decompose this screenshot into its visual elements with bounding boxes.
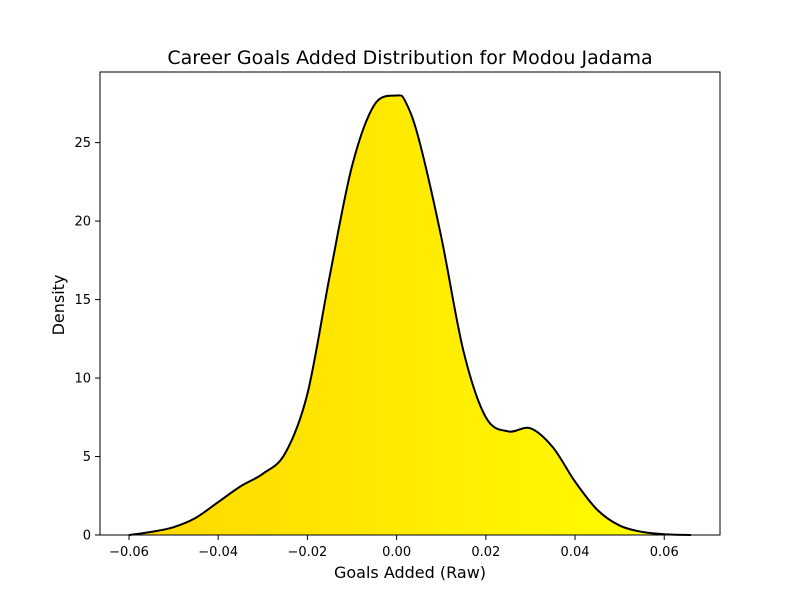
density-area-fill: [128, 95, 692, 535]
y-axis-label: Density: [49, 275, 68, 336]
plot-frame: [99, 71, 721, 536]
density-curve: [128, 94, 692, 536]
x-tick-label: −0.06: [109, 545, 149, 560]
x-axis-label: Goals Added (Raw): [334, 563, 486, 582]
x-tick-label: −0.02: [287, 545, 327, 560]
y-tick-label: 10: [74, 372, 91, 387]
y-tick-label: 5: [83, 450, 91, 465]
x-tick-label: 0.00: [382, 545, 411, 560]
x-tick-label: 0.02: [471, 545, 500, 560]
y-tick-label: 20: [74, 215, 91, 230]
y-tick-label: 25: [74, 136, 91, 151]
y-tick-label: 15: [74, 293, 91, 308]
chart-title: Career Goals Added Distribution for Modo…: [167, 47, 652, 69]
y-tick-label: 0: [83, 529, 91, 544]
axes: −0.06 −0.04 −0.02 0.00 0.02 0.04 0.06 0 5 10 15 20 2…: [74, 71, 721, 560]
x-tick-label: 0.04: [561, 545, 590, 560]
x-tick-label: 0.06: [650, 545, 679, 560]
plot-area: [128, 94, 692, 536]
x-tick-label: −0.04: [198, 545, 238, 560]
